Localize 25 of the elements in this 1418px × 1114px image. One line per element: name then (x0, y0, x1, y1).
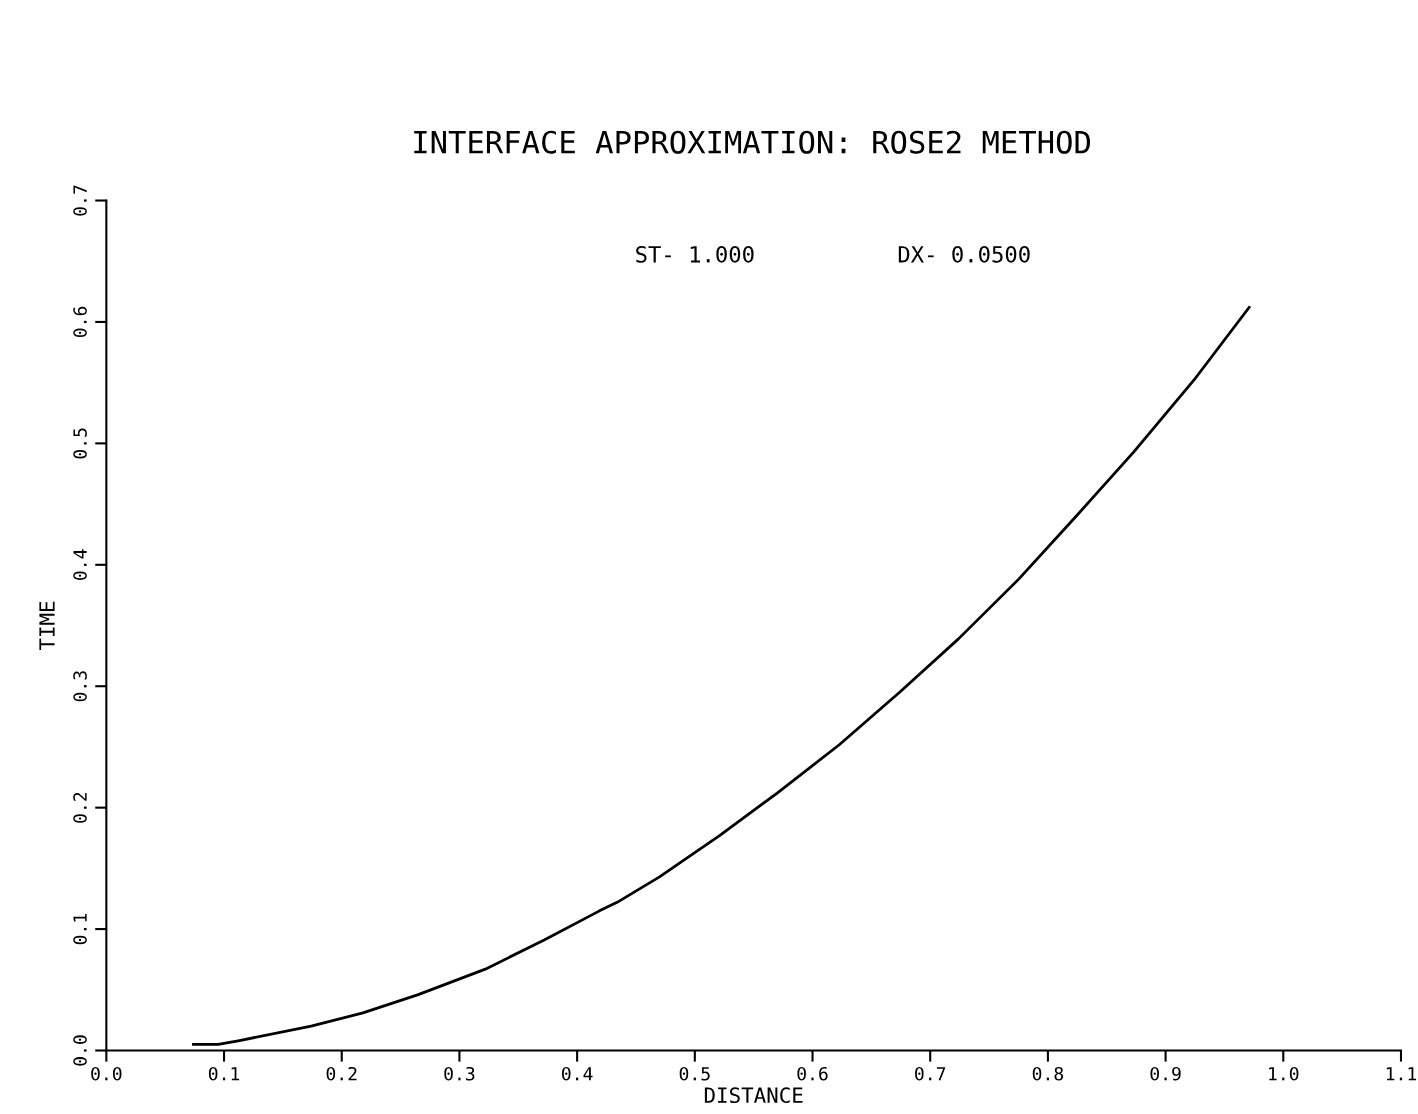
x-tick-label: 0.7 (915, 1066, 946, 1081)
x-tick-label: 1.1 (1386, 1067, 1417, 1081)
y-tick-label: 0.1 (73, 913, 87, 945)
annotation: ST- 1.000 (636, 245, 754, 263)
x-tick-label: 0.3 (444, 1066, 475, 1081)
x-tick-label: 0.1 (208, 1066, 240, 1081)
y-tick-label: 0.6 (73, 306, 87, 338)
x-tick-label: 0.0 (91, 1066, 122, 1081)
y-axis-title: TIME (39, 601, 55, 651)
x-tick-label: 0.6 (797, 1066, 828, 1081)
line-series (192, 305, 1251, 1046)
x-tick-label: 0.8 (1032, 1066, 1064, 1081)
chart-title: INTERFACE APPROXIMATION: ROSE2 METHOD (414, 130, 1090, 154)
x-tick-label: 0.4 (561, 1066, 593, 1081)
x-tick-label: 0.9 (1150, 1066, 1181, 1081)
annotation: DX- 0.0500 (898, 245, 1030, 263)
x-tick-label: 0.5 (679, 1066, 710, 1081)
y-tick-label: 0.4 (73, 549, 87, 580)
y-tick-label: 0.2 (73, 792, 87, 823)
y-tick-label: 0.7 (73, 185, 87, 216)
x-axis-title: DISTANCE (704, 1087, 803, 1104)
x-tick-label: 0.2 (326, 1066, 357, 1081)
y-tick-label: 0.3 (73, 671, 87, 702)
y-tick-label: 0.5 (73, 428, 87, 459)
x-tick-label: 1.0 (1269, 1066, 1299, 1081)
